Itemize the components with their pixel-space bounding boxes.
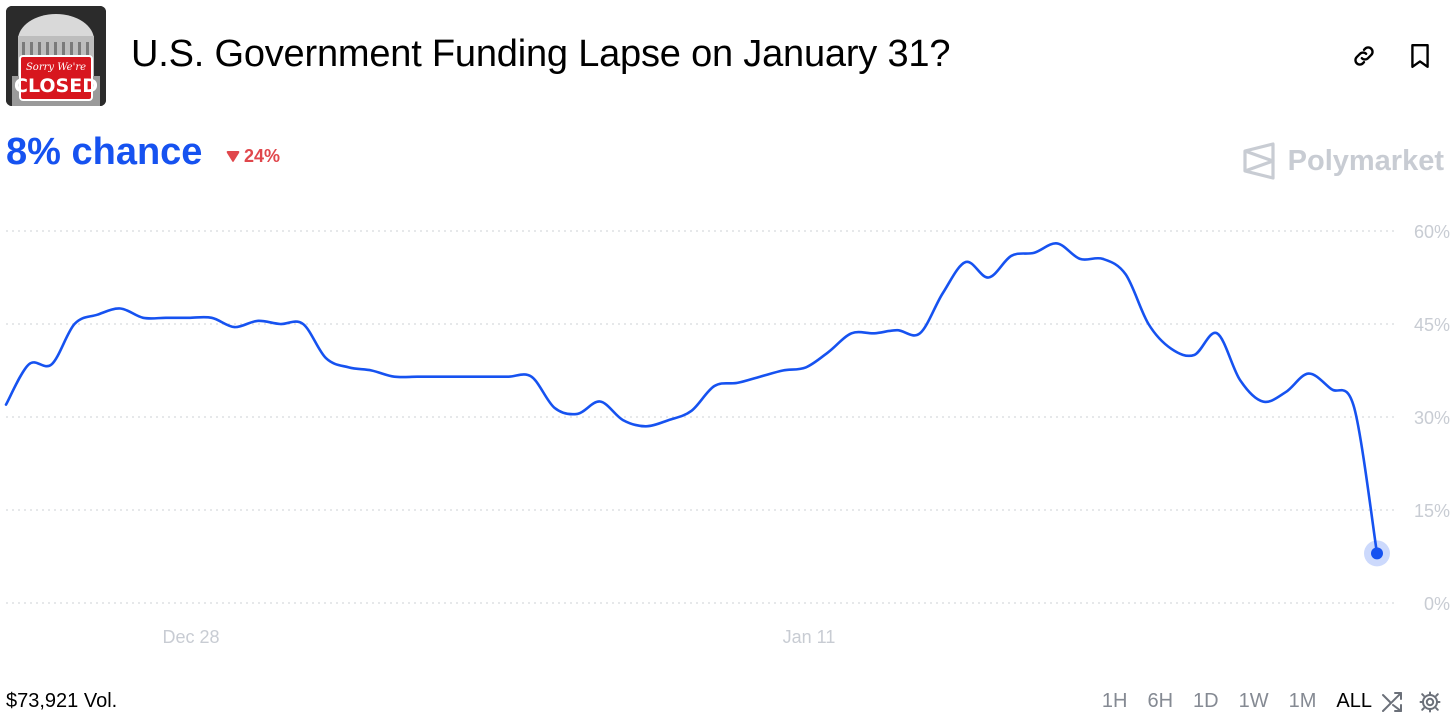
range-1h[interactable]: 1H <box>1101 690 1128 712</box>
sign-top-text: Sorry We're <box>26 62 86 73</box>
triangle-down-icon <box>226 150 240 162</box>
range-1d[interactable]: 1D <box>1193 690 1219 712</box>
market-title: U.S. Government Funding Lapse on January… <box>131 33 951 75</box>
brand-name: Polymarket <box>1287 144 1444 177</box>
y-tick-label: 0% <box>1424 594 1450 614</box>
polymarket-logo: Polymarket <box>1242 142 1444 180</box>
copy-link-button[interactable] <box>1346 38 1382 74</box>
y-tick-label: 45% <box>1414 315 1450 335</box>
volume-label: $73,921 Vol. <box>6 690 118 712</box>
range-1m[interactable]: 1M <box>1288 690 1317 712</box>
y-tick-label: 30% <box>1414 408 1450 428</box>
compare-button[interactable] <box>1378 688 1406 716</box>
bookmark-icon <box>1411 43 1429 69</box>
sign-bottom-text: CLOSED <box>14 75 98 97</box>
shuffle-icon <box>1382 692 1402 712</box>
change-badge: 24% <box>226 146 280 167</box>
capitol-image: Sorry We're CLOSED <box>6 6 106 106</box>
endpoint-marker <box>1371 547 1383 560</box>
y-tick-label: 15% <box>1414 501 1450 521</box>
range-1w[interactable]: 1W <box>1238 690 1269 712</box>
price-chart: 0% 15% 30% 45% 60% Dec 28 Jan 11 <box>4 222 1450 647</box>
market-thumbnail: Sorry We're CLOSED <box>6 6 106 106</box>
x-tick-label: Dec 28 <box>162 627 219 647</box>
bookmark-button[interactable] <box>1402 38 1438 74</box>
chance-line <box>4 242 1379 555</box>
x-tick-label: Jan 11 <box>783 627 836 647</box>
settings-button[interactable] <box>1416 688 1444 716</box>
y-tick-label: 60% <box>1414 222 1450 242</box>
polymarket-icon <box>1243 142 1275 180</box>
range-6h[interactable]: 6H <box>1147 690 1174 712</box>
time-range-selector: 1H 6H 1D 1W 1M ALL <box>1092 690 1382 713</box>
link-icon <box>1354 46 1374 66</box>
chance-value: 8% chance <box>6 131 203 173</box>
range-all[interactable]: ALL <box>1336 690 1372 712</box>
change-value: 24% <box>244 146 281 166</box>
gear-icon <box>1419 691 1441 713</box>
